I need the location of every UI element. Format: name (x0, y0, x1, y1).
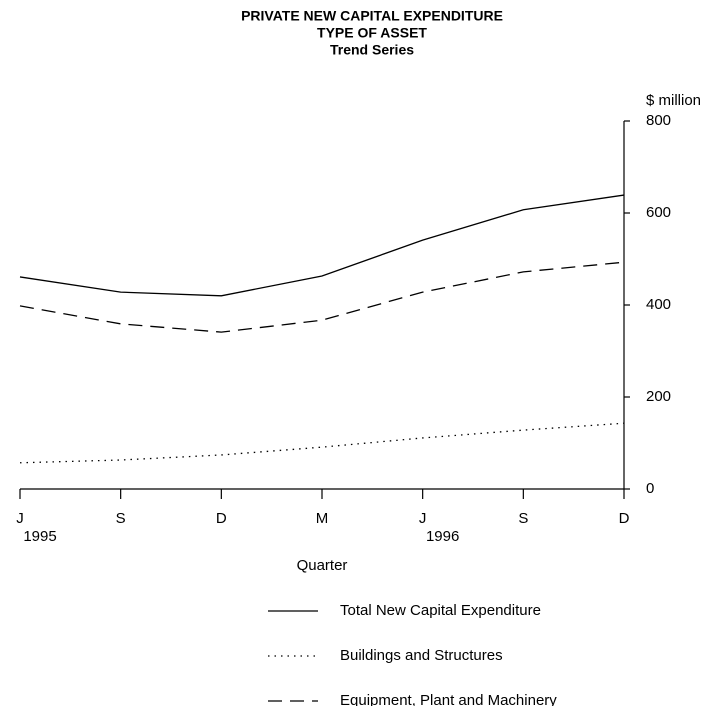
legend-label: Buildings and Structures (340, 647, 503, 664)
series-line (19, 194, 625, 297)
series-line (19, 261, 625, 333)
x-tick-label: S (518, 510, 528, 527)
y-tick-label: 200 (646, 388, 671, 405)
x-tick-label: M (316, 510, 329, 527)
x-axis-label: Quarter (297, 557, 348, 574)
x-tick-label: D (216, 510, 227, 527)
y-axis-label: $ million (646, 92, 701, 109)
chart-title: PRIVATE NEW CAPITAL EXPENDITURE (241, 8, 503, 24)
x-tick-label: J (16, 510, 24, 527)
y-tick-label: 400 (646, 296, 671, 313)
year-label: 1996 (426, 528, 459, 545)
x-tick-label: J (419, 510, 427, 527)
series-line (19, 422, 625, 464)
y-tick-label: 600 (646, 204, 671, 221)
legend-label: Equipment, Plant and Machinery (340, 692, 557, 706)
x-tick-label: S (116, 510, 126, 527)
y-tick-label: 0 (646, 480, 654, 497)
chart-subtitle: Trend Series (330, 42, 414, 58)
x-tick-label: D (619, 510, 630, 527)
legend-label: Total New Capital Expenditure (340, 602, 541, 619)
chart-subtitle: TYPE OF ASSET (317, 25, 427, 41)
y-tick-label: 800 (646, 112, 671, 129)
year-label: 1995 (23, 528, 56, 545)
